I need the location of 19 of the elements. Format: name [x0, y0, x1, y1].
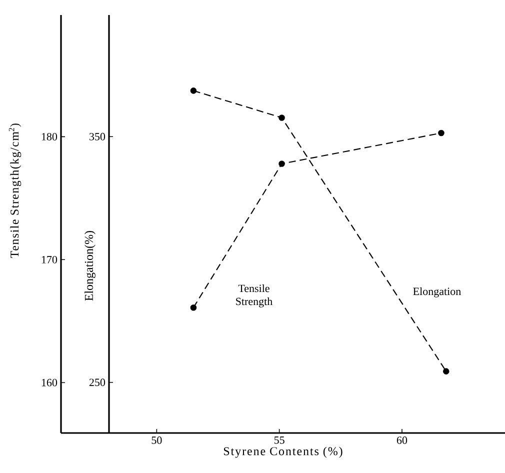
point — [438, 130, 444, 136]
y2-tick-label: 350 — [90, 132, 106, 140]
y2-axis-title: Elongation(%) — [84, 230, 96, 301]
x-tick-label: 55 — [274, 436, 284, 444]
point — [190, 88, 197, 94]
point — [278, 160, 285, 167]
point — [190, 304, 197, 311]
y-tick-label: 180 — [42, 133, 58, 140]
y-tick-label: 170 — [42, 256, 58, 264]
x-tick-label: 50 — [152, 436, 162, 444]
y-axis-title: Tensile Strength(kg/cm$^{2}$) — [8, 124, 22, 258]
y2-tick-label: 250 — [89, 378, 106, 386]
text: Tensile Strength — [236, 284, 272, 308]
point — [278, 114, 285, 121]
y-tick-label: 160 — [42, 378, 58, 386]
point — [442, 368, 450, 374]
x-tick-label: 60 — [396, 436, 408, 444]
series-label: Elongation — [413, 287, 461, 298]
x-axis-title: Styrene Contents (%) — [224, 446, 342, 458]
